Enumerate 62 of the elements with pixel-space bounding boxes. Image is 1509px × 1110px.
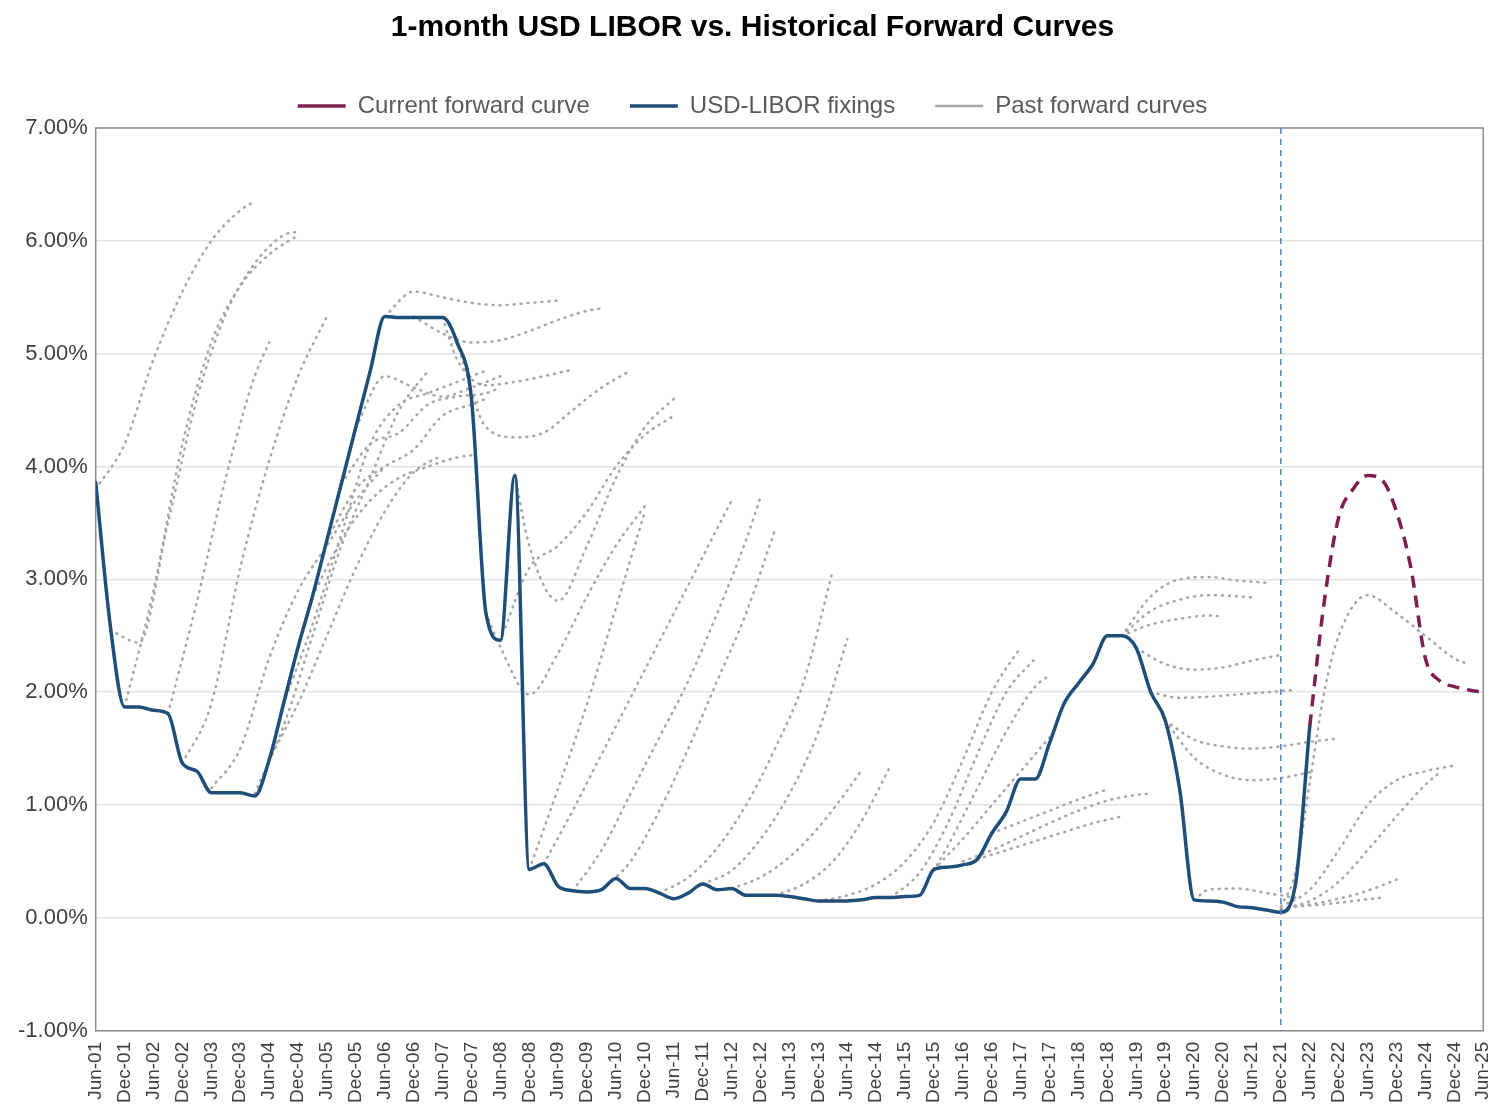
x-tick-label: Jun-05 [315,1041,337,1100]
x-tick-label: Jun-16 [951,1041,973,1100]
x-tick-label: Dec-13 [806,1041,828,1103]
x-tick-label: Jun-23 [1355,1041,1377,1100]
x-tick-label: Jun-02 [141,1041,163,1100]
x-tick-label: Dec-18 [1095,1041,1117,1103]
x-tick-label: Dec-24 [1442,1041,1464,1103]
x-tick-label: Jun-01 [83,1041,105,1100]
x-tick-label: Jun-17 [1008,1041,1030,1100]
x-tick-label: Dec-04 [286,1041,308,1103]
x-tick-label: Dec-08 [517,1041,539,1103]
x-tick-label: Dec-14 [864,1041,886,1103]
x-tick-label: Jun-04 [257,1041,279,1100]
x-tick-label: Jun-15 [893,1041,915,1100]
y-tick-label: 0.00% [25,903,88,929]
x-tick-label: Dec-17 [1037,1041,1059,1103]
y-tick-label: 4.00% [25,452,88,478]
x-tick-label: Jun-13 [777,1041,799,1100]
x-tick-label: Dec-23 [1384,1041,1406,1103]
legend-label: Past forward curves [995,90,1208,118]
x-tick-label: Jun-20 [1182,1041,1204,1100]
x-tick-label: Jun-22 [1298,1041,1319,1100]
x-tick-label: Jun-10 [604,1041,626,1100]
x-tick-label: Jun-09 [546,1041,568,1100]
x-tick-label: Jun-14 [835,1041,857,1100]
x-tick-label: Dec-02 [170,1041,192,1103]
x-tick-label: Jun-12 [719,1041,741,1100]
x-tick-label: Dec-12 [748,1041,770,1103]
y-tick-label: -1.00% [17,1016,88,1042]
x-tick-label: Dec-01 [112,1041,134,1103]
x-tick-label: Jun-07 [430,1041,452,1100]
y-tick-label: 1.00% [25,791,88,817]
x-tick-label: Jun-08 [488,1041,510,1100]
x-tick-label: Jun-06 [373,1041,394,1100]
x-tick-label: Dec-11 [690,1041,712,1102]
legend-label: USD-LIBOR fixings [689,90,896,118]
x-tick-label: Dec-03 [228,1041,250,1103]
x-tick-label: Dec-15 [922,1041,944,1103]
x-tick-label: Dec-07 [459,1041,481,1103]
x-tick-label: Dec-22 [1326,1041,1348,1103]
x-tick-label: Jun-24 [1413,1041,1435,1100]
x-tick-label: Dec-10 [633,1041,655,1103]
x-tick-label: Dec-21 [1269,1041,1291,1103]
x-tick-label: Jun-19 [1124,1041,1146,1100]
x-tick-label: Jun-21 [1240,1041,1262,1100]
y-tick-label: 5.00% [25,339,88,365]
legend-label: Current forward curve [357,90,590,118]
x-tick-label: Dec-16 [980,1041,1002,1103]
x-tick-label: Jun-03 [199,1041,221,1100]
x-tick-label: Jun-18 [1066,1041,1088,1100]
y-tick-label: 7.00% [25,114,88,140]
x-tick-label: Dec-20 [1211,1041,1233,1103]
chart-title: 1-month USD LIBOR vs. Historical Forward Curves [390,9,1115,43]
x-tick-label: Dec-19 [1153,1041,1175,1103]
y-tick-label: 3.00% [25,565,88,591]
x-tick-label: Jun-25 [1471,1041,1493,1100]
x-tick-label: Jun-11 [662,1041,684,1099]
y-tick-label: 6.00% [25,226,88,252]
x-tick-label: Dec-09 [575,1041,597,1103]
x-tick-label: Dec-06 [401,1041,423,1103]
x-tick-label: Dec-05 [344,1041,366,1103]
y-tick-label: 2.00% [25,678,88,704]
